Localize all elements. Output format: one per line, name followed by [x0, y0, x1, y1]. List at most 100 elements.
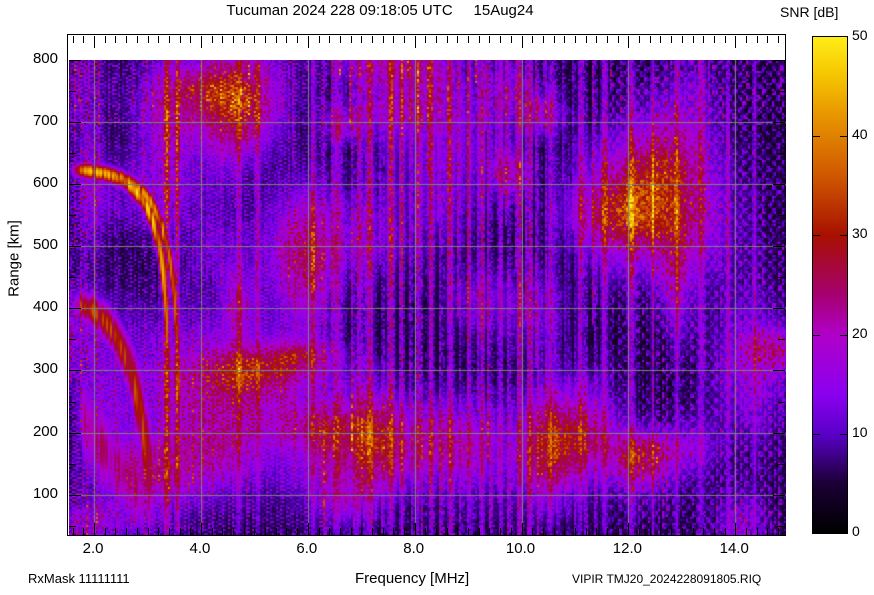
axis-tick [94, 523, 95, 535]
colorbar-tick [840, 136, 847, 137]
y-tick-label: 800 [32, 50, 58, 67]
axis-tick [180, 528, 181, 535]
x-tick-label: 4.0 [189, 540, 211, 557]
axis-tick [671, 528, 672, 535]
axis-tick [457, 36, 458, 43]
axis-tick [596, 528, 597, 535]
axis-tick [69, 246, 81, 247]
axis-tick [115, 36, 116, 43]
axis-tick [329, 36, 330, 43]
axis-tick [650, 528, 651, 535]
axis-tick [69, 184, 81, 185]
axis-tick [703, 528, 704, 535]
axis-tick [479, 36, 480, 43]
colorbar-tick [840, 235, 847, 236]
axis-tick [425, 528, 426, 535]
axis-tick [773, 246, 785, 247]
axis-tick [586, 528, 587, 535]
axis-tick [69, 308, 81, 309]
axis-tick [564, 528, 565, 535]
colorbar-tick-label: 40 [852, 126, 868, 143]
axis-tick [180, 36, 181, 43]
axis-tick [778, 464, 785, 465]
axis-tick [735, 36, 736, 48]
axis-tick [372, 36, 373, 43]
axis-tick [757, 528, 758, 535]
axis-tick [201, 523, 202, 535]
axis-tick [233, 36, 234, 43]
x-tick-label: 10.0 [505, 540, 536, 557]
axis-tick [308, 36, 309, 48]
axis-tick [126, 36, 127, 43]
axis-tick [693, 528, 694, 535]
axis-tick [746, 36, 747, 43]
axis-tick [671, 36, 672, 43]
axis-tick [500, 36, 501, 43]
axis-tick [351, 36, 352, 43]
axis-tick [361, 36, 362, 43]
axis-tick [329, 528, 330, 535]
axis-tick [69, 402, 76, 403]
axis-tick [543, 36, 544, 43]
axis-tick [447, 528, 448, 535]
ionogram-heatmap[interactable] [69, 60, 786, 535]
axis-tick [148, 36, 149, 43]
axis-tick [83, 36, 84, 43]
axis-tick [340, 528, 341, 535]
axis-tick [564, 36, 565, 43]
colorbar-tick [813, 136, 820, 137]
axis-tick [773, 122, 785, 123]
axis-tick [714, 528, 715, 535]
axis-tick [639, 36, 640, 43]
axis-tick [404, 36, 405, 43]
axis-tick [201, 36, 202, 48]
ionogram-plot-area[interactable] [67, 34, 786, 536]
axis-tick [308, 523, 309, 535]
axis-tick [639, 528, 640, 535]
axis-tick [522, 36, 523, 48]
axis-tick [703, 36, 704, 43]
axis-tick [660, 36, 661, 43]
colorbar[interactable] [812, 36, 848, 534]
axis-tick [725, 36, 726, 43]
axis-tick [148, 528, 149, 535]
axis-tick [575, 36, 576, 43]
axis-tick [286, 36, 287, 43]
axis-tick [244, 36, 245, 43]
axis-tick [115, 528, 116, 535]
y-tick-label: 200 [32, 422, 58, 440]
axis-tick [69, 495, 81, 496]
axis-tick [319, 36, 320, 43]
axis-tick [94, 36, 95, 48]
axis-tick [265, 528, 266, 535]
axis-tick [276, 528, 277, 535]
axis-tick [773, 495, 785, 496]
axis-tick [596, 36, 597, 43]
colorbar-title: SNR [dB] [780, 4, 839, 20]
rxmask-label: RxMask 11111111 [28, 571, 130, 586]
axis-tick [169, 528, 170, 535]
axis-tick [773, 184, 785, 185]
axis-tick [69, 433, 81, 434]
axis-tick [265, 36, 266, 43]
axis-tick [69, 60, 81, 61]
axis-tick [511, 36, 512, 43]
axis-tick [73, 36, 74, 43]
axis-tick [169, 36, 170, 43]
axis-tick [522, 523, 523, 535]
axis-tick [778, 402, 785, 403]
axis-tick [607, 36, 608, 43]
colorbar-gradient [813, 37, 847, 533]
axis-tick [618, 528, 619, 535]
y-tick-label: 500 [32, 236, 58, 254]
colorbar-tick-label: 20 [852, 324, 868, 341]
axis-tick [393, 36, 394, 43]
axis-tick [575, 528, 576, 535]
axis-tick [393, 528, 394, 535]
axis-tick [735, 523, 736, 535]
axis-tick [778, 153, 785, 154]
axis-tick [69, 91, 76, 92]
page-title: Tucuman 2024 228 09:18:05 UTC 15Aug24 [226, 2, 534, 19]
axis-tick [778, 91, 785, 92]
axis-tick [83, 528, 84, 535]
